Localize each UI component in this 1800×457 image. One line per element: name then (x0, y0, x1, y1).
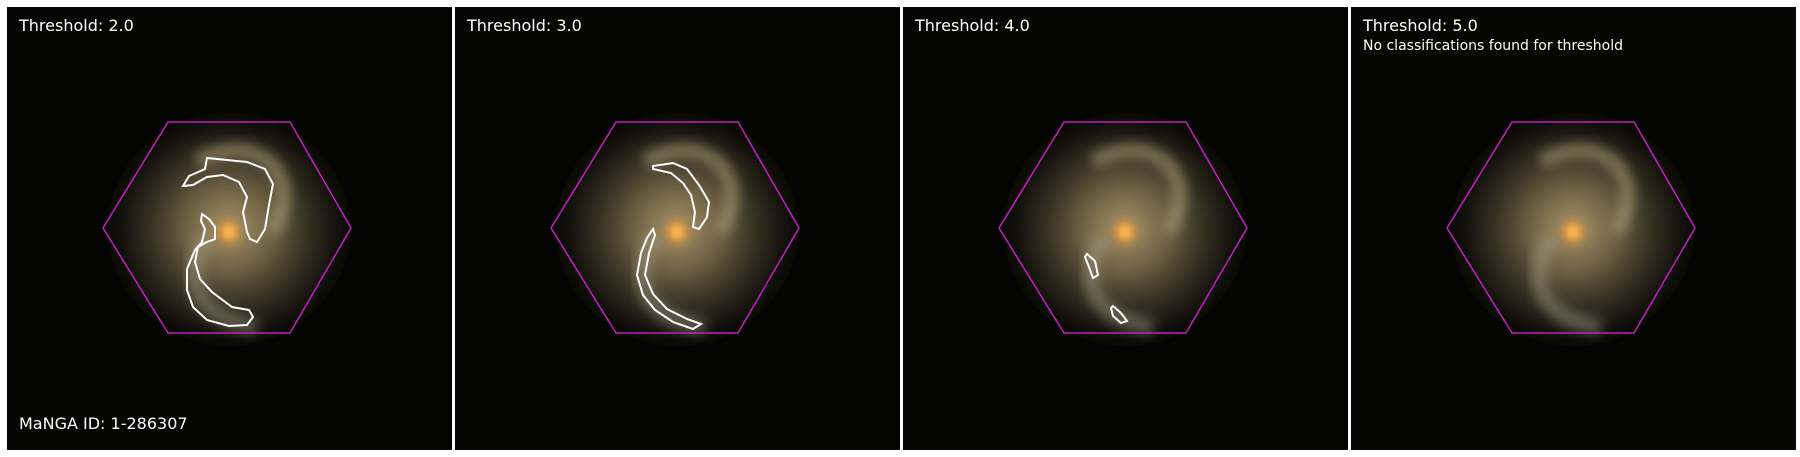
classification-contours (1083, 252, 1129, 325)
panel-title: Threshold: 2.0 (19, 16, 134, 35)
galaxy-image (1438, 99, 1708, 359)
contour-outline (1083, 252, 1100, 280)
contour-outline (186, 212, 255, 328)
manga-id-label: MaNGA ID: 1-286307 (19, 414, 188, 433)
galaxy-image (94, 99, 364, 359)
galaxy-body (1438, 99, 1708, 359)
contour-outline (181, 156, 275, 244)
galaxy-body (94, 99, 364, 359)
hexagon-footprint (102, 121, 352, 334)
contour-outline (1109, 304, 1129, 325)
contour-outline (652, 161, 711, 231)
contour-outline (635, 226, 704, 331)
galaxy-panel-threshold-3: Threshold: 3.0 (455, 7, 900, 450)
no-classification-note: No classifications found for threshold (1363, 38, 1623, 54)
classification-contours (635, 161, 711, 331)
galaxy-body (542, 99, 812, 359)
hexagon-footprint (998, 121, 1248, 334)
galaxy-panel-threshold-2: Threshold: 2.0 MaNGA ID: 1-286307 (7, 7, 452, 450)
galaxy-image (990, 99, 1260, 359)
panel-title: Threshold: 3.0 (467, 16, 582, 35)
panel-title: Threshold: 4.0 (915, 16, 1030, 35)
hexagon-footprint (550, 121, 800, 334)
galaxy-panel-threshold-4: Threshold: 4.0 (903, 7, 1348, 450)
hexagon-footprint (1446, 121, 1696, 334)
galaxy-image (542, 99, 812, 359)
galaxy-panel-threshold-5: Threshold: 5.0 No classifications found … (1351, 7, 1796, 450)
classification-contours (181, 156, 275, 328)
panel-title: Threshold: 5.0 (1363, 16, 1478, 35)
galaxy-body (990, 99, 1260, 359)
